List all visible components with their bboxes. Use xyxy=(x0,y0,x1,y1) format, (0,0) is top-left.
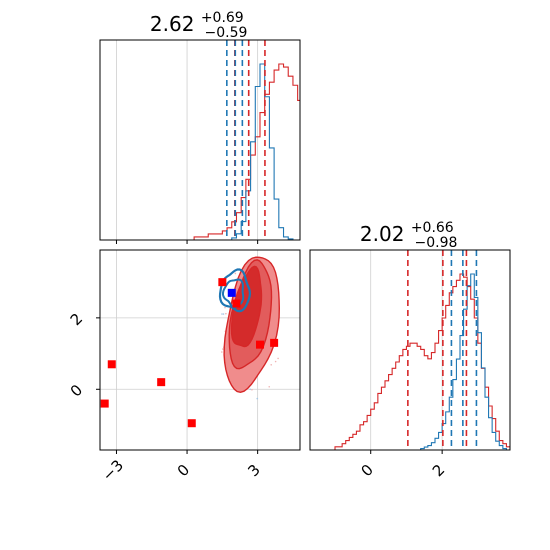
sample-point xyxy=(225,312,227,315)
marginal-x-title-plus: +0.69 xyxy=(201,10,244,26)
y-tick-label: 2 xyxy=(67,310,86,329)
marginal-y-title-value: 2.02 xyxy=(360,222,405,246)
sample-point xyxy=(268,385,271,388)
marginal-x-title: 2.62 +0.69 −0.59 xyxy=(150,3,250,41)
marginal-x-title-minus: −0.59 xyxy=(205,25,248,41)
sample-point xyxy=(274,360,277,363)
marker-red xyxy=(107,360,116,369)
marginal-y-title-plus: +0.66 xyxy=(411,220,454,236)
marker-red xyxy=(270,338,279,347)
marginal-y-title-minus: −0.98 xyxy=(415,235,458,251)
marker-red xyxy=(232,299,241,308)
marker-red xyxy=(187,419,196,428)
hist-y-blue xyxy=(310,273,510,450)
x-tick-label: 3 xyxy=(244,461,263,480)
sample-point xyxy=(234,272,237,275)
hist-x-blue xyxy=(100,63,300,240)
joint-frame xyxy=(99,249,301,451)
marginal-y-title: 2.02 +0.66 −0.98 xyxy=(360,213,460,251)
contour-blue-outer xyxy=(218,268,252,313)
sample-point xyxy=(221,313,223,315)
x-tick-label: 0 xyxy=(174,461,193,480)
marker-red xyxy=(256,340,264,349)
sample-point xyxy=(224,306,226,309)
sample-point xyxy=(249,388,251,391)
hist-y-red xyxy=(310,273,510,450)
sample-point xyxy=(222,313,225,315)
marginal-x-title-value: 2.62 xyxy=(150,12,195,36)
marker-red xyxy=(157,378,166,387)
sample-point xyxy=(277,357,279,360)
marginal-x-frame xyxy=(99,39,301,241)
marginal-x-panel xyxy=(99,39,301,244)
sample-point xyxy=(256,397,259,400)
hist-x-red xyxy=(100,63,300,240)
marker-blue xyxy=(227,288,236,297)
marker-red xyxy=(100,399,109,408)
sample-point xyxy=(221,351,223,353)
x-tick-label: −3 xyxy=(99,456,127,484)
sample-point xyxy=(270,363,273,366)
y-tick-label: 0 xyxy=(67,381,86,400)
y-param-tick-label: 0 xyxy=(357,461,376,480)
y-param-tick-label: 2 xyxy=(429,461,448,480)
sample-point xyxy=(251,388,253,391)
joint-contours xyxy=(100,256,281,428)
joint-panel: −3 0 3 0 2 xyxy=(67,249,301,485)
sample-point xyxy=(222,348,224,350)
marginal-y-frame xyxy=(309,249,511,451)
marker-red xyxy=(218,278,227,287)
